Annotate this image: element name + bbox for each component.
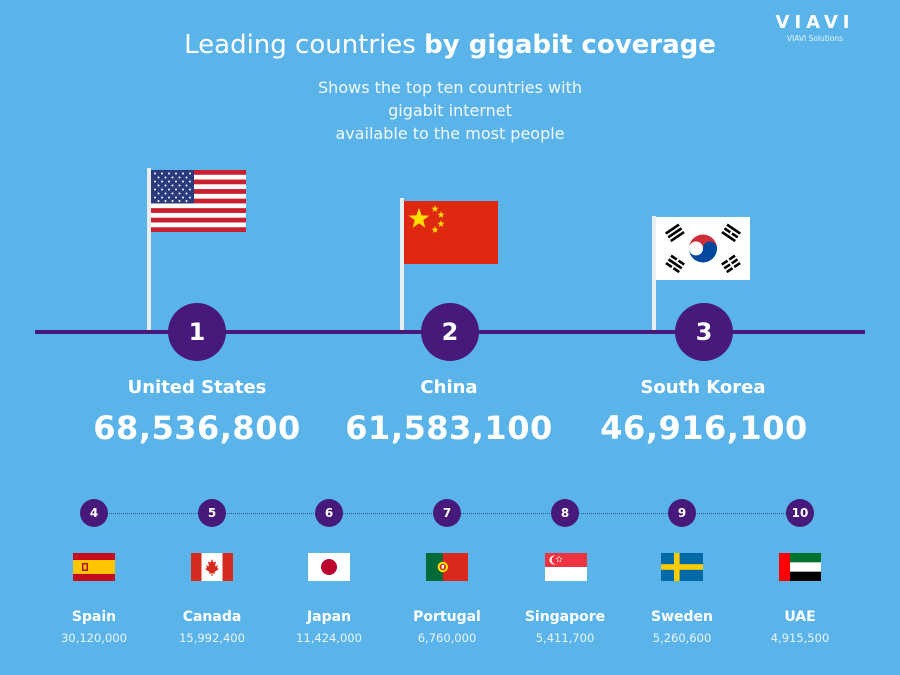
title-light: Leading countries xyxy=(184,30,416,60)
country-name-8: Singapore xyxy=(524,609,606,625)
portugal-flag xyxy=(426,553,468,581)
rank-badge-5: 5 xyxy=(198,499,226,527)
usa-flag xyxy=(151,170,246,232)
country-name-10: UAE xyxy=(784,609,816,625)
rank-badge-6: 6 xyxy=(315,499,343,527)
logo-subtitle: VIAVI Solutions xyxy=(786,34,844,43)
page-title: Leading countries by gigabit coverage xyxy=(0,30,900,60)
south-korea-flag xyxy=(656,217,750,280)
country-name-4: Spain xyxy=(71,609,117,625)
sweden-flag xyxy=(661,553,703,581)
rank-badge-7: 7 xyxy=(433,499,461,527)
rank-badge-2: 2 xyxy=(421,303,479,361)
flag-pole-2 xyxy=(400,198,404,331)
top-country-name-1: United States xyxy=(127,377,267,398)
logo-mark: VIAVI xyxy=(775,12,855,33)
rank-badge-9: 9 xyxy=(668,499,696,527)
rank-badge-10: 10 xyxy=(786,499,814,527)
country-name-5: Canada xyxy=(182,609,242,625)
country-value-10: 4,915,500 xyxy=(770,631,830,645)
country-value-8: 5,411,700 xyxy=(535,631,595,645)
rank-badge-1: 1 xyxy=(168,303,226,361)
country-name-7: Portugal xyxy=(413,609,481,625)
top-country-value-1: 68,536,800 xyxy=(93,409,301,447)
subtitle-line-2: available to the most people xyxy=(335,124,565,143)
country-name-9: Sweden xyxy=(651,609,713,625)
singapore-flag xyxy=(545,553,587,581)
country-value-9: 5,260,600 xyxy=(652,631,712,645)
spain-flag xyxy=(73,553,115,581)
country-value-4: 30,120,000 xyxy=(61,631,127,645)
rank-badge-8: 8 xyxy=(551,499,579,527)
uae-flag xyxy=(779,553,821,581)
country-value-5: 15,992,400 xyxy=(179,631,245,645)
country-value-7: 6,760,000 xyxy=(417,631,477,645)
subtitle-line-1: Shows the top ten countries with gigabit… xyxy=(318,78,582,120)
country-value-6: 11,424,000 xyxy=(296,631,362,645)
china-flag xyxy=(404,201,498,264)
country-name-6: Japan xyxy=(306,609,352,625)
flag-pole-3 xyxy=(652,216,656,331)
top-country-value-3: 46,916,100 xyxy=(600,409,808,447)
page-subtitle: Shows the top ten countries with gigabit… xyxy=(290,76,610,145)
canada-flag xyxy=(191,553,233,581)
title-bold: by gigabit coverage xyxy=(424,30,716,60)
top-country-name-2: China xyxy=(420,377,478,398)
top-country-name-3: South Korea xyxy=(640,377,766,398)
flag-pole-1 xyxy=(147,168,151,331)
japan-flag xyxy=(308,553,350,581)
top-country-value-2: 61,583,100 xyxy=(345,409,553,447)
rank-badge-4: 4 xyxy=(80,499,108,527)
viavi-logo: VIAVI VIAVI Solutions xyxy=(770,12,860,43)
rank-badge-3: 3 xyxy=(675,303,733,361)
